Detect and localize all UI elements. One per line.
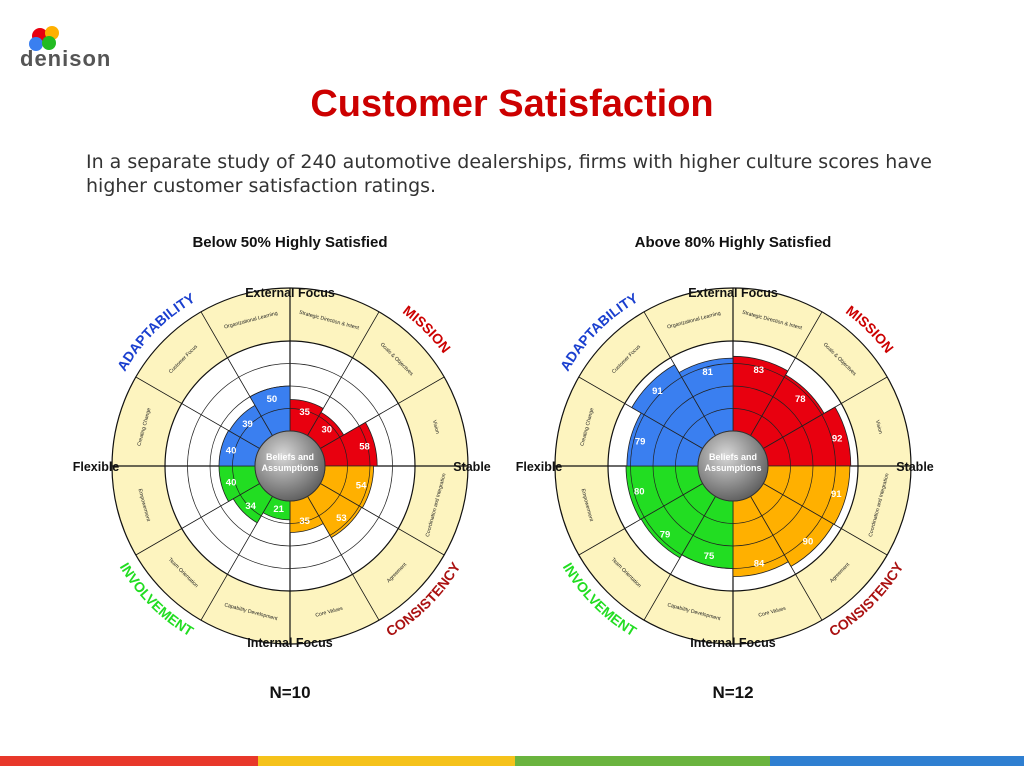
value-label: 75 [704,551,715,562]
stripe [0,756,258,766]
value-label: 91 [831,489,842,500]
body-text: In a separate study of 240 automotive de… [86,151,932,197]
value-label: 91 [652,386,663,397]
value-label: 40 [226,446,237,457]
value-label: 83 [754,365,765,376]
axis-label: Flexible [73,460,120,474]
axis-label: Internal Focus [690,636,775,650]
slide-title: Customer Satisfaction [310,83,713,125]
value-label: 39 [242,419,253,430]
value-label: 40 [226,477,237,488]
value-label: 50 [267,394,278,405]
stripe [515,756,770,766]
hub [254,430,326,502]
stripe [258,756,515,766]
axis-label: External Focus [688,286,778,300]
value-label: 81 [702,367,713,378]
value-label: 21 [273,504,284,515]
hub-box: Beliefs and Assumptions [261,452,319,473]
value-label: 58 [359,442,370,453]
axis-label: Flexible [516,460,563,474]
axis-label: Stable [453,460,491,474]
stripe [770,756,1024,766]
value-label: 84 [754,559,765,570]
value-label: 79 [660,529,671,540]
hub-label: Beliefs and Assumptions [704,452,762,473]
index-label: Vision [874,419,883,434]
value-label: 34 [245,501,256,512]
value-label: 92 [832,434,843,445]
grid-line [630,363,836,569]
value-label: 54 [356,481,367,492]
value-label: 35 [299,407,310,418]
logo-icon [29,26,59,51]
axis-label: Stable [896,460,934,474]
charts: Below 50% Highly Satisfied N=10 35 30 58 54 53… [73,234,934,702]
value-label: 90 [803,536,814,547]
value-label: 35 [299,516,310,527]
value-label: 80 [634,487,645,498]
chart-caption: N=12 [712,683,753,702]
index-label: Vision [431,419,440,434]
hub-box: Beliefs and Assumptions [704,452,762,473]
value-label: 78 [795,394,806,405]
value-label: 53 [336,513,347,524]
chart-title: Below 50% Highly Satisfied [192,234,387,251]
axis-label: External Focus [245,286,335,300]
chart-title: Above 80% Highly Satisfied [635,234,832,251]
grid-line [187,363,393,569]
value-label: 30 [321,425,332,436]
chart-caption: N=10 [269,683,310,702]
grid-line [209,385,371,547]
hub-label: Beliefs and Assumptions [261,452,319,473]
grid-line [675,408,791,524]
logo-text: denison [20,46,111,71]
axis-label: Internal Focus [247,636,332,650]
hub [697,430,769,502]
value-label: 79 [635,437,646,448]
grid-line [232,408,348,524]
grid-line [652,385,814,547]
body-box: In a separate study of 240 automotive de… [86,151,932,197]
